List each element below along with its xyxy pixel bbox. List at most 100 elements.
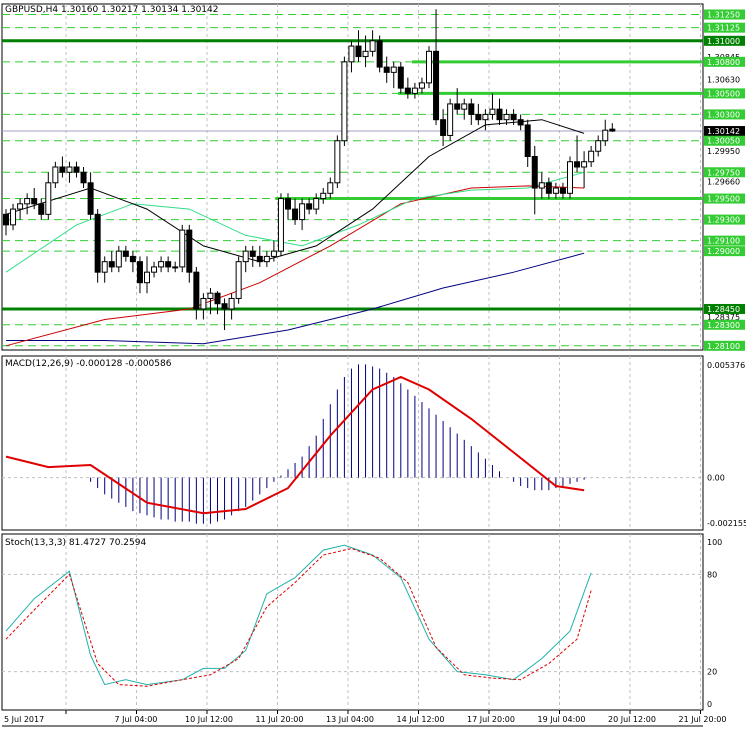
stochastic-panel[interactable] bbox=[2, 544, 703, 687]
candle[interactable] bbox=[559, 182, 566, 199]
candle[interactable] bbox=[270, 240, 277, 262]
candle-body bbox=[383, 66, 390, 73]
candle[interactable] bbox=[115, 245, 122, 273]
candle[interactable] bbox=[482, 109, 489, 131]
candle[interactable] bbox=[277, 193, 284, 257]
candle[interactable] bbox=[200, 293, 207, 320]
candle[interactable] bbox=[129, 251, 136, 273]
candle[interactable] bbox=[136, 256, 143, 294]
candle[interactable] bbox=[376, 35, 383, 73]
candle[interactable] bbox=[433, 9, 440, 125]
candle[interactable] bbox=[165, 256, 172, 273]
candle[interactable] bbox=[552, 182, 559, 199]
candle[interactable] bbox=[292, 198, 299, 225]
candle[interactable] bbox=[80, 167, 87, 189]
candle[interactable] bbox=[94, 209, 101, 283]
candle[interactable] bbox=[355, 30, 362, 62]
candle[interactable] bbox=[348, 40, 355, 73]
candle[interactable] bbox=[306, 198, 313, 215]
candle-body bbox=[531, 155, 538, 189]
candle[interactable] bbox=[327, 177, 334, 199]
candle[interactable] bbox=[390, 61, 397, 89]
candle[interactable] bbox=[256, 245, 263, 267]
candle[interactable] bbox=[447, 98, 454, 141]
candle[interactable] bbox=[468, 98, 475, 125]
candle[interactable] bbox=[369, 30, 376, 57]
candle[interactable] bbox=[510, 109, 517, 125]
candle[interactable] bbox=[193, 266, 200, 320]
candle[interactable] bbox=[313, 193, 320, 215]
candle[interactable] bbox=[426, 46, 432, 89]
candle[interactable] bbox=[108, 251, 115, 273]
price-label: 1.30050 bbox=[707, 137, 740, 146]
candle[interactable] bbox=[320, 188, 327, 204]
candle[interactable] bbox=[10, 203, 17, 231]
candle[interactable] bbox=[214, 291, 221, 315]
candle[interactable] bbox=[101, 256, 108, 283]
candle[interactable] bbox=[496, 98, 503, 125]
candle[interactable] bbox=[404, 77, 411, 99]
candle[interactable] bbox=[158, 256, 165, 273]
candle-body bbox=[306, 203, 313, 210]
candle[interactable] bbox=[581, 151, 588, 189]
candle[interactable] bbox=[207, 287, 214, 315]
candle[interactable] bbox=[73, 161, 80, 178]
candle[interactable] bbox=[475, 103, 482, 125]
candle[interactable] bbox=[59, 156, 66, 178]
candle[interactable] bbox=[3, 209, 9, 236]
candle[interactable] bbox=[52, 161, 59, 189]
candle[interactable] bbox=[334, 135, 341, 189]
candle[interactable] bbox=[397, 61, 404, 94]
price-label-box bbox=[704, 193, 745, 204]
price-panel[interactable] bbox=[2, 9, 703, 347]
candle[interactable] bbox=[461, 98, 468, 120]
candle[interactable] bbox=[122, 245, 129, 262]
candle[interactable] bbox=[440, 109, 447, 146]
candle[interactable] bbox=[179, 224, 186, 273]
candle[interactable] bbox=[545, 177, 552, 199]
candle[interactable] bbox=[524, 119, 531, 168]
candle[interactable] bbox=[588, 145, 595, 168]
candle-body bbox=[313, 198, 320, 210]
candle[interactable] bbox=[263, 251, 270, 267]
candle[interactable] bbox=[242, 245, 249, 273]
candle[interactable] bbox=[418, 77, 425, 94]
candle[interactable] bbox=[531, 145, 538, 215]
candle[interactable] bbox=[299, 198, 306, 231]
candle[interactable] bbox=[24, 193, 31, 215]
candle[interactable] bbox=[17, 198, 24, 220]
candle[interactable] bbox=[574, 135, 581, 173]
candle-body bbox=[17, 203, 24, 210]
candle[interactable] bbox=[567, 156, 573, 199]
candle[interactable] bbox=[454, 88, 461, 115]
candle[interactable] bbox=[503, 109, 510, 125]
candle[interactable] bbox=[411, 82, 418, 99]
candle[interactable] bbox=[249, 245, 256, 267]
candle[interactable] bbox=[172, 261, 179, 273]
candle[interactable] bbox=[87, 172, 94, 220]
candle[interactable] bbox=[489, 93, 496, 120]
candle[interactable] bbox=[609, 123, 616, 132]
price-label-box bbox=[704, 135, 745, 146]
candle[interactable] bbox=[45, 172, 52, 220]
candle[interactable] bbox=[235, 256, 242, 304]
candle[interactable] bbox=[538, 172, 545, 199]
candle[interactable] bbox=[383, 56, 390, 83]
candle[interactable] bbox=[221, 298, 228, 331]
candle-body bbox=[447, 103, 454, 136]
candle[interactable] bbox=[144, 256, 150, 294]
macd-panel[interactable] bbox=[2, 364, 703, 524]
candle[interactable] bbox=[595, 135, 602, 157]
candle[interactable] bbox=[362, 35, 369, 68]
candle[interactable] bbox=[602, 119, 609, 146]
candle[interactable] bbox=[38, 198, 45, 220]
candle[interactable] bbox=[31, 188, 38, 210]
candle[interactable] bbox=[285, 193, 291, 220]
candle[interactable] bbox=[186, 224, 193, 283]
candle[interactable] bbox=[517, 114, 524, 131]
candle[interactable] bbox=[341, 56, 348, 146]
candle[interactable] bbox=[66, 161, 73, 183]
candle[interactable] bbox=[151, 261, 158, 278]
candle[interactable] bbox=[228, 293, 235, 320]
